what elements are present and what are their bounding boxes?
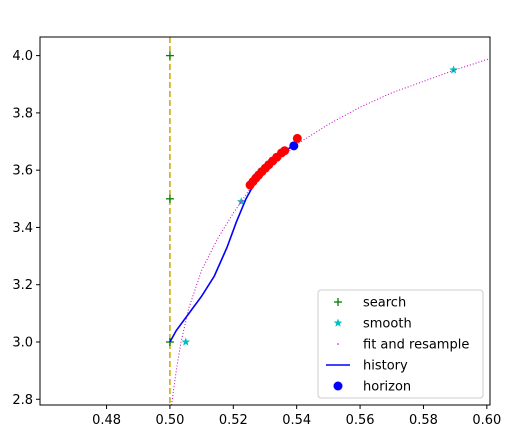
legend-handle-horizon <box>333 381 343 391</box>
y-tick-label-0: 2.8 <box>12 393 33 408</box>
y-tick-label-4: 3.6 <box>12 164 33 179</box>
points-5-point-10 <box>280 146 290 156</box>
legend-handle-smooth <box>333 318 343 327</box>
smooth-point-0 <box>181 337 191 346</box>
legend-box <box>317 289 484 399</box>
legend-label-search: search <box>363 296 406 311</box>
horizon-point-0 <box>289 141 299 151</box>
x-tick-label-0: 0.48 <box>92 413 121 428</box>
x-tick-label-6: 0.60 <box>472 413 501 428</box>
y-tick-label-5: 3.8 <box>12 106 33 121</box>
x-tick-label-1: 0.50 <box>155 413 184 428</box>
search-point-0 <box>165 51 174 60</box>
legend-handle-search <box>334 298 342 306</box>
y-tick-label-6: 4.0 <box>12 49 33 64</box>
y-tick-label-1: 3.0 <box>12 335 33 350</box>
legend-handle-fit-and-resample <box>337 343 339 345</box>
legend-label-smooth: smooth <box>363 317 412 332</box>
legend-label-horizon: horizon <box>363 380 411 395</box>
points-5-point-11 <box>292 133 302 143</box>
x-tick-label-3: 0.54 <box>282 413 311 428</box>
y-tick-label-2: 3.2 <box>12 278 33 293</box>
smooth-point-1 <box>236 197 246 206</box>
y-tick-label-3: 3.4 <box>12 221 33 236</box>
x-tick-label-2: 0.52 <box>219 413 248 428</box>
legend-label-history: history <box>363 359 408 374</box>
search-point-1 <box>165 194 174 203</box>
legend-label-fit-and-resample: fit and resample <box>363 338 469 353</box>
x-tick-label-5: 0.58 <box>409 413 438 428</box>
x-tick-label-4: 0.56 <box>346 413 375 428</box>
smooth-point-2 <box>449 65 458 74</box>
plot-frame <box>39 36 491 406</box>
